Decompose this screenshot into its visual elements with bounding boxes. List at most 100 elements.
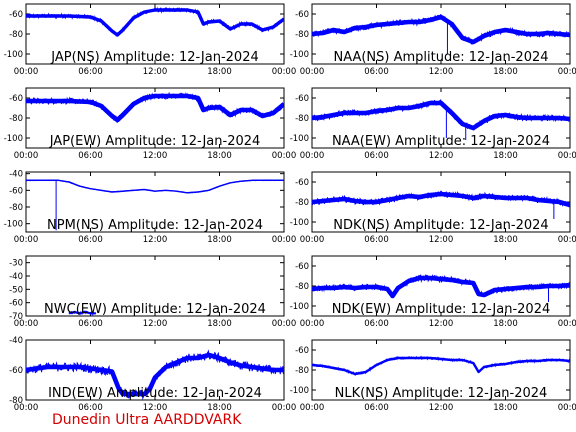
y-tick-label: -60 — [295, 10, 309, 20]
chart-panel-7: -70 -60 -50 -40 -30 00:00 06:00 12:00 18:00 00:00… — [9, 255, 296, 329]
y-tick-label: -60 — [295, 178, 309, 188]
chart-title: JAP(NS) Amplitude: 12-Jan-2024 — [50, 50, 259, 65]
x-tick-label: 06:00 — [78, 319, 103, 329]
y-tick-label: -40 — [9, 170, 23, 180]
x-tick-label: 06:00 — [364, 151, 389, 161]
x-tick-label: 06:00 — [364, 319, 389, 329]
chart-panel-3: -100 -80 -60 00:00 06:00 12:00 18:00 00:00 JAP(E… — [4, 87, 296, 161]
x-tick-label: 00:00 — [272, 67, 297, 77]
chart-panel-5: -100 -80 -60 -40 00:00 06:00 12:00 18:00 00:00 NP… — [4, 170, 297, 245]
x-tick-label: 12:00 — [143, 67, 168, 77]
x-tick-label: 12:00 — [429, 67, 454, 77]
x-tick-label: 18:00 — [493, 235, 518, 245]
y-tick-label: -70 — [9, 312, 23, 322]
y-tick-label: -80 — [295, 198, 309, 208]
x-tick-label: 18:00 — [207, 67, 232, 77]
plot-frame — [25, 3, 285, 65]
x-tick-label: 00:00 — [558, 403, 576, 413]
y-tick-label: -60 — [9, 10, 23, 20]
series-line — [312, 14, 570, 45]
y-tick-label: -80 — [295, 282, 309, 292]
chart-panel-2: -100 -80 -60 00:00 06:00 12:00 18:00 00:00 NAA(N… — [290, 3, 576, 77]
y-tick-label: -30 — [9, 259, 23, 269]
x-tick-label: 12:00 — [143, 151, 168, 161]
y-tick-label: -100 — [290, 218, 309, 228]
series-line — [312, 356, 570, 376]
x-tick-label: 12:00 — [429, 403, 454, 413]
x-tick-label: 12:00 — [429, 151, 454, 161]
x-tick-label: 00:00 — [300, 151, 325, 161]
x-tick-label: 00:00 — [558, 67, 576, 77]
y-tick-label: -60 — [9, 299, 23, 309]
x-tick-label: 00:00 — [14, 319, 39, 329]
y-tick-label: -60 — [295, 262, 309, 272]
chart-title: NAA(NS) Amplitude: 12-Jan-2024 — [333, 50, 548, 65]
x-tick-label: 00:00 — [14, 67, 39, 77]
series-group — [312, 99, 570, 140]
y-tick-label: -80 — [295, 114, 309, 124]
x-tick-label: 12:00 — [143, 319, 168, 329]
y-tick-label: -60 — [9, 94, 23, 104]
x-tick-label: 00:00 — [14, 235, 39, 245]
series-line — [26, 179, 284, 194]
x-tick-label: 00:00 — [558, 319, 576, 329]
chart-panel-10: -100 -80 -60 00:00 06:00 12:00 18:00 00:00 NLK(N… — [290, 339, 576, 413]
y-tick-label: -80 — [295, 30, 309, 40]
chart-panel-8: -100 -80 -60 00:00 06:00 12:00 18:00 00:00 NDK(E… — [290, 255, 576, 329]
x-tick-label: 18:00 — [207, 151, 232, 161]
x-tick-label: 00:00 — [300, 67, 325, 77]
x-tick-label: 00:00 — [272, 235, 297, 245]
y-tick-label: -80 — [9, 114, 23, 124]
series-group — [68, 310, 97, 316]
y-tick-label: -60 — [9, 366, 23, 376]
x-tick-label: 12:00 — [143, 235, 168, 245]
x-tick-label: 06:00 — [364, 403, 389, 413]
series-group — [312, 274, 570, 302]
x-tick-label: 00:00 — [300, 319, 325, 329]
chart-panel-1: -100 -80 -60 00:00 06:00 12:00 18:00 00:00 JAP(N… — [4, 3, 297, 77]
y-tick-label: -50 — [9, 285, 23, 295]
y-tick-label: -100 — [4, 220, 23, 230]
series-line — [68, 310, 96, 315]
x-tick-label: 00:00 — [14, 151, 39, 161]
series-line — [26, 93, 284, 123]
x-tick-label: 18:00 — [493, 319, 518, 329]
x-tick-label: 06:00 — [78, 67, 103, 77]
x-tick-label: 00:00 — [14, 403, 39, 413]
y-tick-label: -100 — [290, 50, 309, 60]
y-tick-label: -100 — [4, 50, 23, 60]
series-line — [312, 275, 570, 299]
series-group — [312, 14, 570, 54]
chart-panel-4: -100 -80 -60 00:00 06:00 12:00 18:00 00:00 NAA(E… — [290, 87, 576, 161]
series-line — [312, 191, 570, 208]
y-tick-label: -80 — [9, 396, 23, 406]
series-line — [312, 100, 570, 131]
y-tick-label: -60 — [295, 346, 309, 356]
x-tick-label: 18:00 — [207, 235, 232, 245]
y-tick-label: -80 — [9, 30, 23, 40]
y-tick-label: -80 — [295, 366, 309, 376]
x-tick-label: 06:00 — [78, 235, 103, 245]
y-tick-label: -100 — [290, 386, 309, 396]
series-line — [26, 352, 284, 397]
y-tick-label: -60 — [9, 186, 23, 196]
y-tick-label: -80 — [9, 203, 23, 213]
x-tick-label: 06:00 — [78, 151, 103, 161]
x-tick-label: 00:00 — [558, 151, 576, 161]
x-tick-label: 18:00 — [207, 319, 232, 329]
x-tick-label: 18:00 — [493, 403, 518, 413]
x-tick-label: 06:00 — [78, 403, 103, 413]
chart-title: NDK(NS) Amplitude: 12-Jan-2024 — [333, 218, 548, 233]
chart-panel-9: -80 -60 -40 00:00 06:00 12:00 18:00 00:00 IND(EW… — [9, 336, 296, 413]
series-group — [26, 349, 284, 400]
chart-title: JAP(EW) Amplitude: 12-Jan-2024 — [49, 134, 261, 149]
chart-title: IND(EW) Amplitude: 12-Jan-2024 — [48, 386, 262, 401]
x-tick-label: 12:00 — [429, 235, 454, 245]
x-tick-label: 12:00 — [429, 319, 454, 329]
chart-title: NDK(EW) Amplitude: 12-Jan-2024 — [332, 302, 551, 317]
y-tick-label: -100 — [4, 134, 23, 144]
x-tick-label: 18:00 — [207, 403, 232, 413]
x-tick-label: 00:00 — [300, 403, 325, 413]
plot-frame — [25, 255, 285, 317]
